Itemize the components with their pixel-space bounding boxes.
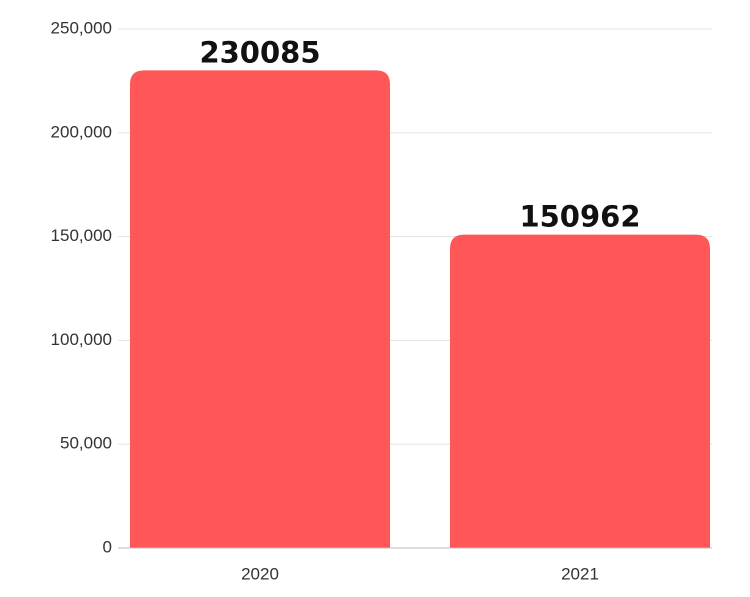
y-tick-label: 250,000 <box>51 18 112 37</box>
value-label: 150962 <box>519 200 640 234</box>
x-tick-label: 2021 <box>561 564 599 583</box>
y-tick-label: 200,000 <box>51 122 112 141</box>
y-tick-label: 50,000 <box>60 434 112 453</box>
y-tick-label: 150,000 <box>51 226 112 245</box>
value-label: 230085 <box>199 35 320 69</box>
bar <box>130 70 390 548</box>
bar <box>450 234 710 548</box>
y-tick-label: 100,000 <box>51 330 112 349</box>
y-tick-label: 0 <box>103 537 112 556</box>
x-tick-label: 2020 <box>241 564 279 583</box>
